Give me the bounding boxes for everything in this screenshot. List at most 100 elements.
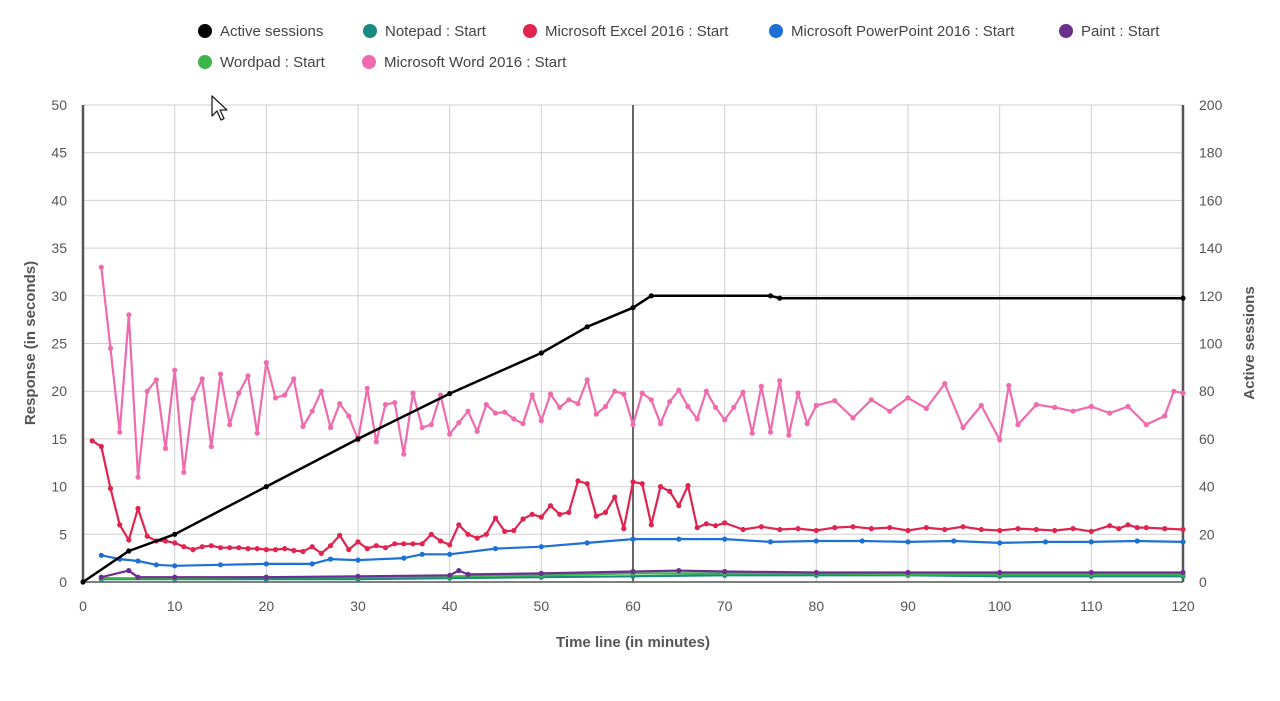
data-point [942,526,948,533]
data-point [905,539,911,545]
x-tick-label: 90 [900,598,916,614]
data-point [685,483,691,489]
legend-label: Paint : Start [1081,22,1160,40]
legend-label: Microsoft Excel 2016 : Start [545,22,729,40]
data-point [795,526,801,532]
data-point [456,568,462,574]
data-point [997,569,1003,576]
data-point [465,531,471,537]
data-point [382,545,389,551]
data-point [1180,569,1186,576]
y-left-tick-label: 20 [51,383,67,399]
data-point [1134,525,1140,531]
legend-marker-icon [362,55,376,69]
data-point [309,561,315,567]
data-point [694,416,700,422]
y-right-tick-label: 60 [1199,431,1215,447]
data-point [777,295,783,301]
data-point [263,547,269,553]
data-point [355,557,361,563]
data-point [419,551,425,557]
data-point [630,536,636,542]
y-right-tick-label: 100 [1199,336,1223,352]
data-point [951,538,957,544]
data-point [997,540,1003,546]
data-point [364,546,370,552]
legend-marker-icon [1059,24,1073,38]
legend-marker-icon [523,24,537,38]
data-point [722,417,728,423]
x-tick-label: 80 [809,598,825,614]
legend-item-word[interactable]: Microsoft Word 2016 : Start [362,52,566,72]
legend-item-powerpoint[interactable]: Microsoft PowerPoint 2016 : Start [769,21,1014,41]
legend-label: Notepad : Start [385,22,486,40]
legend-item-paint[interactable]: Paint : Start [1059,21,1159,41]
y-left-tick-label: 25 [51,336,67,352]
series-line [101,569,1183,579]
data-point [813,527,819,534]
data-point [162,538,169,544]
data-point [199,544,205,550]
data-point [300,423,306,430]
legend-item-excel[interactable]: Microsoft Excel 2016 : Start [523,21,728,41]
data-point [364,385,370,391]
x-tick-label: 120 [1171,598,1195,614]
data-point [263,574,269,580]
data-point [327,556,334,562]
data-point [850,524,856,530]
data-point [181,544,187,550]
data-point [813,538,819,544]
data-point [382,402,389,408]
data-point [1180,295,1186,301]
data-point [236,390,242,396]
data-point [621,526,627,532]
data-point [373,543,379,549]
data-point [199,376,205,382]
chart-series [80,264,1186,585]
y-left-tick-label: 15 [51,431,67,447]
data-point [657,421,664,427]
data-point [144,388,150,394]
data-point [190,396,196,402]
data-point [639,481,645,487]
data-point [602,509,609,515]
data-point [795,390,801,396]
data-point [758,383,764,389]
data-point [1006,382,1012,389]
legend-marker-icon [363,24,377,38]
data-point [153,377,159,383]
data-point [300,548,306,555]
data-point [676,568,682,574]
data-point [731,404,737,410]
data-point [373,439,379,445]
x-axis-label: Time line (in minutes) [556,634,710,651]
data-point [282,546,288,552]
y-left-tick-label: 35 [51,240,67,256]
data-point [538,418,544,424]
data-point [428,531,434,537]
y-left-tick-label: 5 [59,526,67,542]
data-point [291,547,297,554]
data-point [126,548,132,554]
data-point [327,543,334,549]
data-point [648,293,654,299]
data-point [593,411,599,417]
chart-legend: Active sessions Notepad : Start Microsof… [0,0,1280,80]
legend-item-wordpad[interactable]: Wordpad : Start [198,52,325,72]
data-point [1180,539,1186,545]
legend-item-notepad[interactable]: Notepad : Start [363,21,486,41]
data-point [117,522,123,528]
data-point [740,389,746,395]
y-right-tick-label: 160 [1199,192,1223,208]
data-point [712,404,719,410]
data-point [126,568,132,574]
data-point [217,371,224,377]
data-point [217,545,224,551]
x-tick-label: 60 [625,598,641,614]
y-right-tick-label: 0 [1199,574,1207,590]
data-point [960,524,966,530]
legend-item-active-sessions[interactable]: Active sessions [198,21,323,41]
data-point [749,430,755,436]
series-line [101,537,1184,567]
